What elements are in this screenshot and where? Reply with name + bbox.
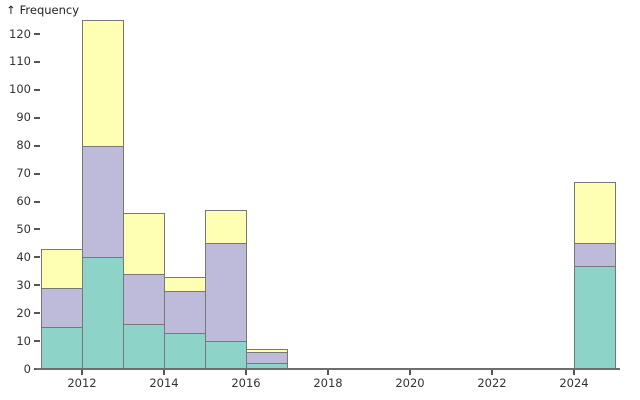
y-tick-label: 110 <box>9 54 31 68</box>
y-tick <box>34 284 40 286</box>
y-tick-label: 80 <box>16 138 31 152</box>
x-tick <box>163 370 165 375</box>
y-tick <box>34 33 40 35</box>
bar-segment <box>82 257 124 370</box>
x-tick <box>327 370 329 375</box>
x-tick <box>491 370 493 375</box>
y-tick <box>34 117 40 119</box>
x-tick <box>81 370 83 375</box>
bar-segment <box>41 288 83 328</box>
bar-segment <box>82 146 124 258</box>
bar-segment <box>164 291 206 334</box>
bar-segment <box>574 182 616 244</box>
bar-segment <box>205 243 247 342</box>
y-tick-label: 0 <box>23 362 31 376</box>
y-tick-label: 90 <box>16 110 31 124</box>
x-tick-label: 2022 <box>477 376 507 390</box>
bar-segment <box>574 266 616 370</box>
x-tick-label: 2012 <box>67 376 97 390</box>
bar-segment <box>164 277 206 292</box>
y-tick-label: 10 <box>16 334 31 348</box>
up-arrow-icon: ↑ <box>6 3 16 17</box>
y-tick <box>34 145 40 147</box>
bar-segment <box>41 249 83 289</box>
y-tick <box>34 340 40 342</box>
bar-segment <box>41 327 83 370</box>
x-tick-label: 2024 <box>559 376 589 390</box>
y-tick-label: 120 <box>9 27 31 41</box>
x-tick <box>573 370 575 375</box>
y-tick-label: 70 <box>16 166 31 180</box>
bar-segment <box>123 324 165 370</box>
x-tick <box>245 370 247 375</box>
x-tick-label: 2020 <box>395 376 425 390</box>
y-tick <box>34 228 40 230</box>
y-tick-label: 100 <box>9 82 31 96</box>
bar-segment <box>123 213 165 275</box>
y-axis-title: ↑ Frequency <box>6 3 79 17</box>
bar-segment <box>123 274 165 325</box>
y-tick-label: 20 <box>16 306 31 320</box>
y-tick-label: 30 <box>16 278 31 292</box>
x-tick-label: 2014 <box>149 376 179 390</box>
x-tick <box>409 370 411 375</box>
x-tick-label: 2018 <box>313 376 343 390</box>
bar-segment <box>574 243 616 267</box>
bar-segment <box>82 20 124 147</box>
bar-segment <box>205 341 247 370</box>
y-tick <box>34 173 40 175</box>
bar-segment <box>164 333 206 370</box>
y-tick-label: 60 <box>16 194 31 208</box>
x-axis-line <box>36 368 620 370</box>
bar-segment <box>205 210 247 244</box>
x-tick-label: 2016 <box>231 376 261 390</box>
y-axis-title-label: Frequency <box>19 3 80 17</box>
y-tick <box>34 312 40 314</box>
y-tick <box>34 201 40 203</box>
bar-segment <box>246 352 288 364</box>
y-tick-label: 40 <box>16 250 31 264</box>
y-tick <box>34 61 40 63</box>
bar-segment <box>246 349 288 353</box>
y-tick-label: 50 <box>16 222 31 236</box>
y-tick <box>34 256 40 258</box>
y-tick <box>34 89 40 91</box>
